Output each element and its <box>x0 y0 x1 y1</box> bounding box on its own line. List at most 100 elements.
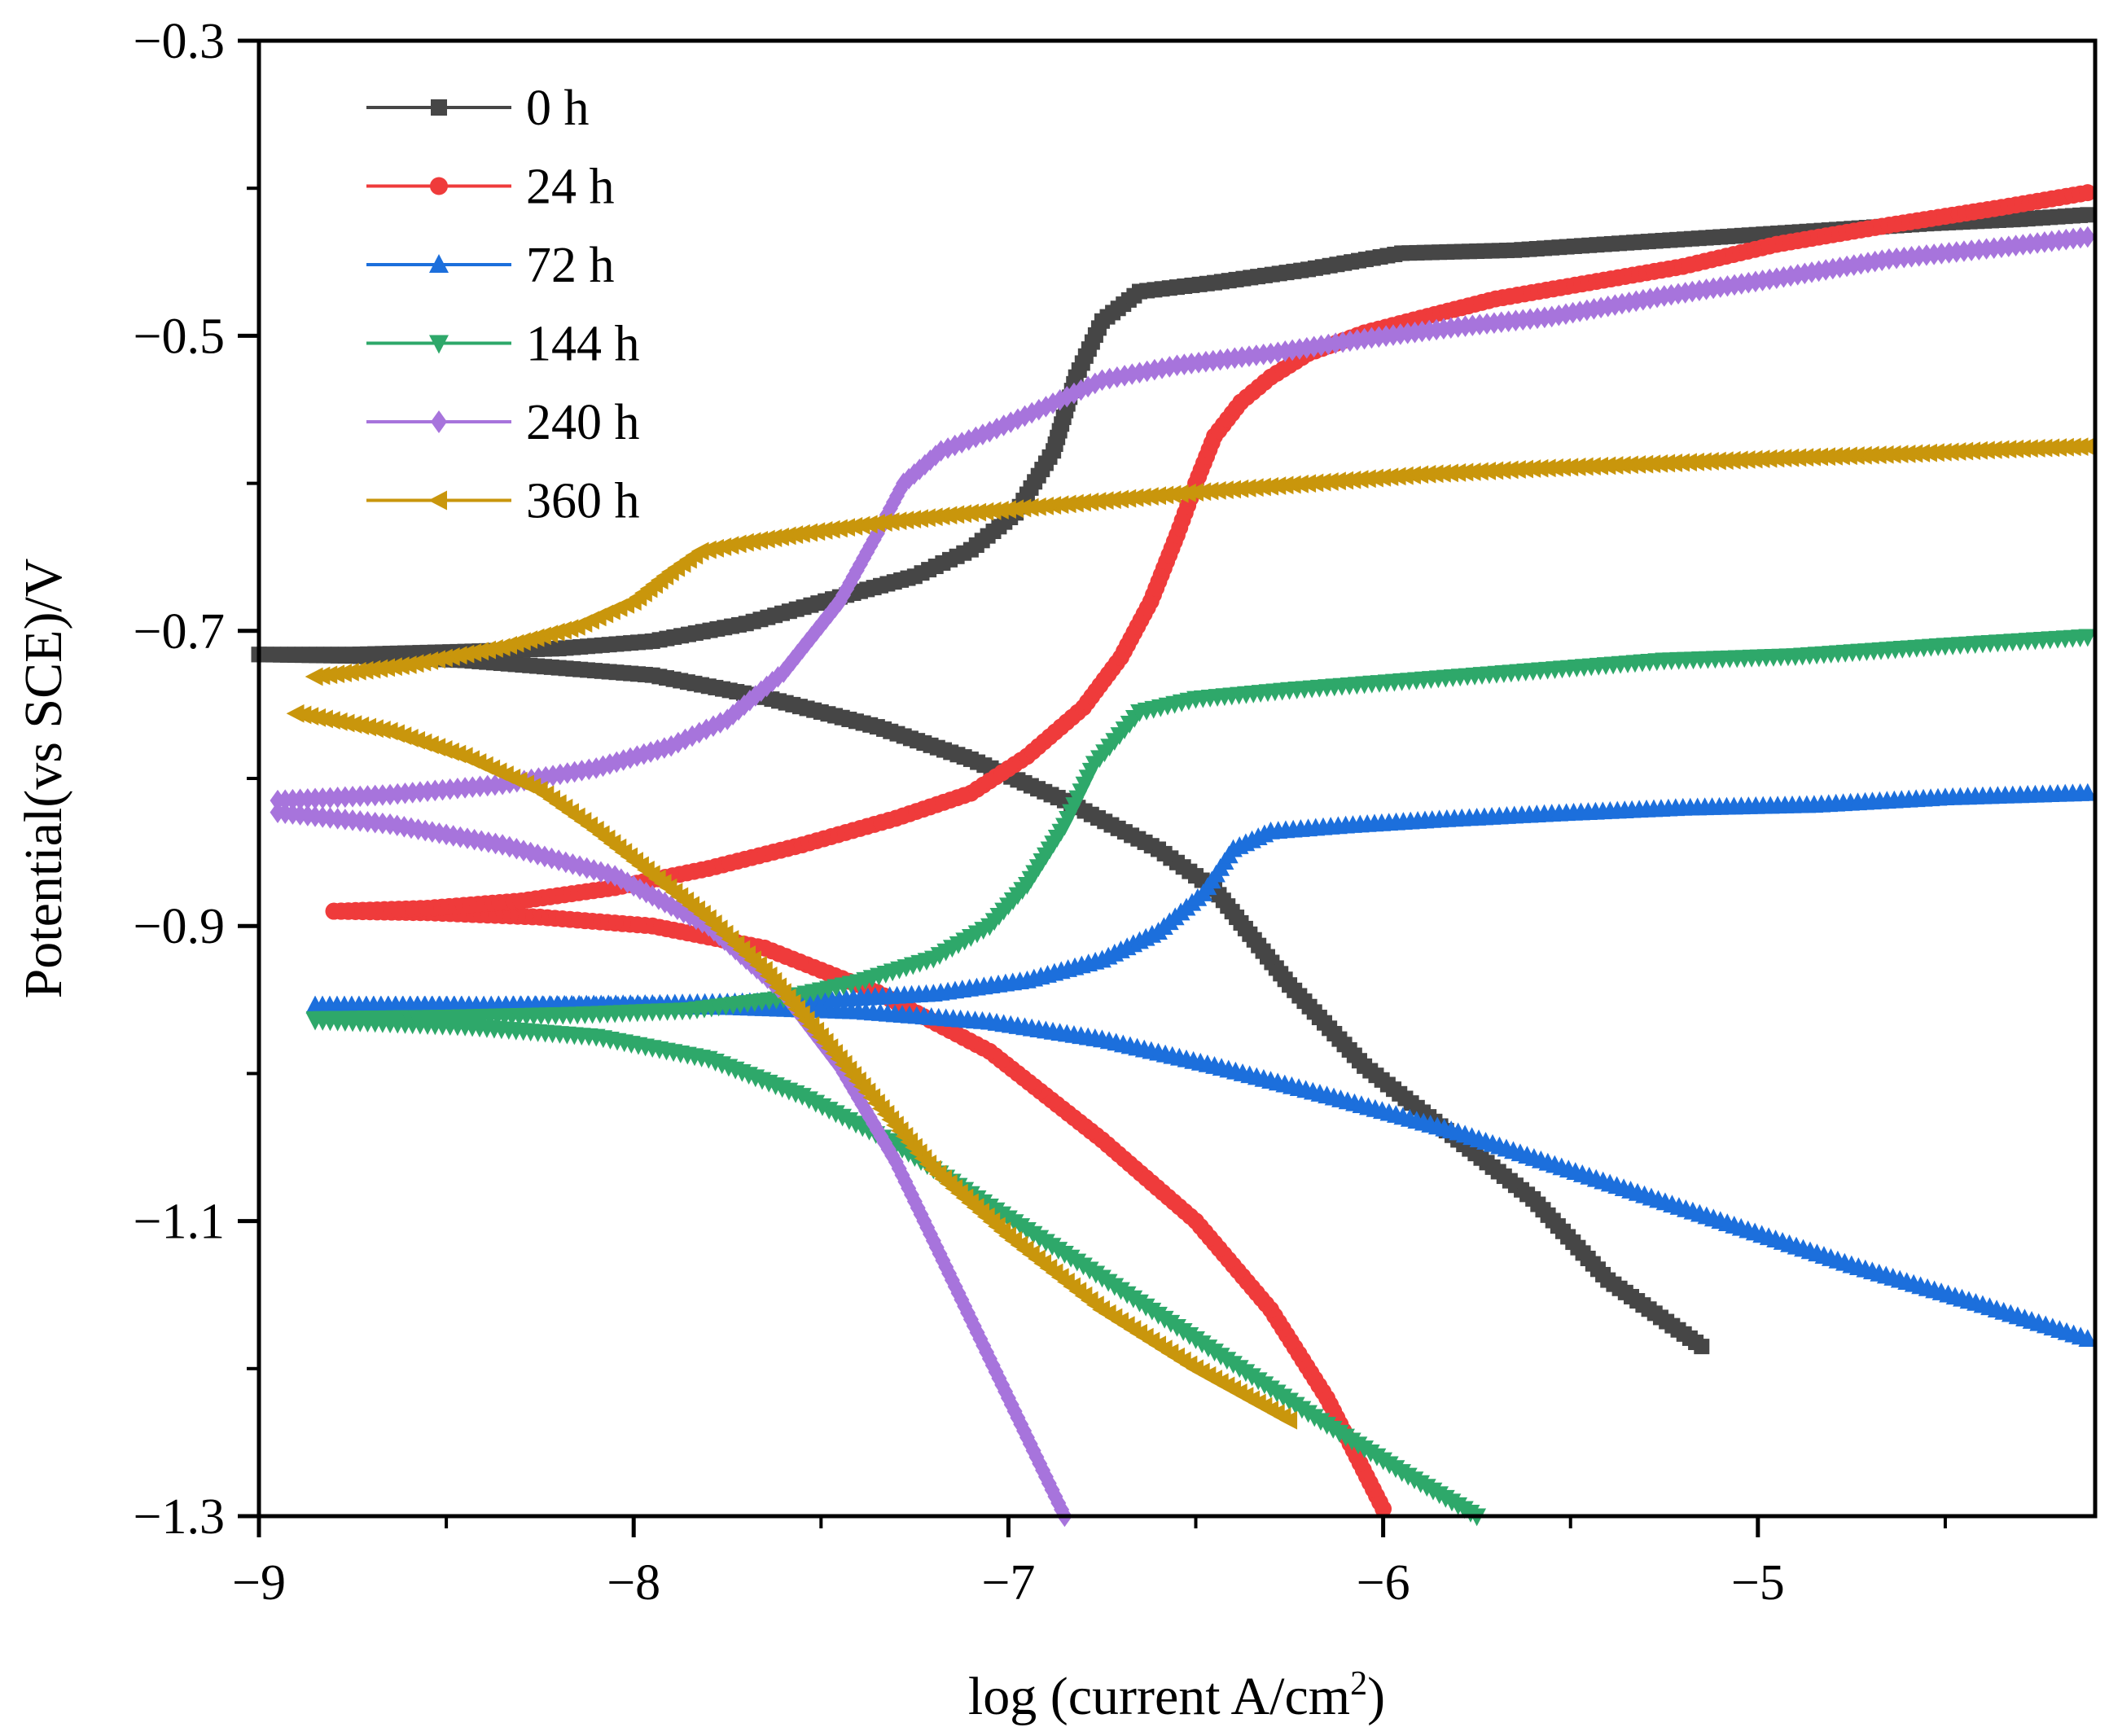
x-tick-label: −5 <box>1731 1555 1785 1611</box>
data-point <box>1782 265 1799 287</box>
data-point <box>292 804 309 826</box>
y-tick-label: −1.1 <box>134 1195 225 1250</box>
data-point <box>327 664 345 684</box>
data-point <box>1363 327 1379 349</box>
data-point <box>730 699 747 721</box>
data-point <box>595 755 612 778</box>
data-point <box>862 535 879 557</box>
data-point <box>1154 357 1170 379</box>
data-point <box>813 614 829 636</box>
data-point <box>480 774 496 797</box>
data-point <box>1464 314 1480 336</box>
data-point <box>636 743 652 765</box>
y-tick-label: −0.5 <box>134 309 225 364</box>
data-point <box>1342 330 1358 353</box>
data-point <box>852 515 870 535</box>
data-point <box>1642 287 1659 309</box>
legend-marker <box>430 177 448 195</box>
data-point <box>488 832 504 855</box>
data-point <box>456 644 475 664</box>
data-point <box>764 670 780 693</box>
data-point <box>545 765 561 787</box>
data-point <box>1593 296 1609 319</box>
data-point <box>1219 348 1235 370</box>
data-point <box>396 816 412 838</box>
series-layer <box>251 184 2098 1528</box>
data-point <box>352 810 368 832</box>
y-tick-label: −1.3 <box>134 1489 225 1545</box>
legend-item-240-h: 240 h <box>366 395 640 450</box>
legend-item-360-h: 360 h <box>366 474 640 529</box>
data-point <box>1684 280 1700 303</box>
data-point <box>406 654 424 673</box>
data-point <box>2080 226 2096 248</box>
legend-item-144-h: 144 h <box>366 317 640 372</box>
data-point <box>1327 332 1344 354</box>
data-point <box>340 662 359 682</box>
axis-layer: −9 −8 −7 −6 −5 −0.3 −0.5 −0.7 −0.9 −1.1 −1.3 <box>134 14 1947 1611</box>
data-point <box>848 559 865 581</box>
data-point <box>305 667 323 686</box>
data-point <box>807 522 826 541</box>
data-point <box>1131 362 1147 384</box>
data-point <box>1226 347 1243 370</box>
data-point <box>1635 288 1651 311</box>
data-point <box>859 515 878 534</box>
data-point <box>837 518 856 537</box>
data-point <box>1874 249 1890 271</box>
x-tick-label: −9 <box>232 1555 286 1611</box>
data-point <box>1600 295 1616 318</box>
data-point <box>362 660 381 679</box>
legend-item-0-h: 0 h <box>366 81 590 136</box>
data-point <box>1579 299 1595 322</box>
y-axis-title: Potential(vs SCE)/V <box>14 559 73 999</box>
data-point <box>1507 309 1524 332</box>
data-point <box>472 775 489 798</box>
x-tick-label: −7 <box>981 1555 1035 1611</box>
x-axis-title: log (current A/cm2) <box>968 1665 1385 1726</box>
data-point <box>771 527 789 546</box>
data-point <box>1407 321 1423 344</box>
data-point <box>420 651 439 670</box>
data-point <box>922 449 938 471</box>
data-point <box>2008 235 2024 256</box>
data-point <box>698 540 717 559</box>
series-line-cathodic <box>296 712 1291 1422</box>
data-point <box>1705 277 1721 300</box>
data-point <box>1846 254 1862 276</box>
data-point <box>1493 311 1510 333</box>
data-point <box>322 807 338 829</box>
legend-item-72-h: 72 h <box>366 238 615 293</box>
data-point <box>370 659 388 678</box>
x-axis-title-sup: 2 <box>1350 1665 1367 1703</box>
data-point <box>842 572 858 594</box>
data-point <box>1656 285 1673 307</box>
data-point <box>359 785 375 807</box>
data-point <box>1663 283 1679 306</box>
data-point <box>735 533 754 552</box>
data-point <box>581 758 597 781</box>
data-point <box>2072 226 2089 249</box>
series-240-h <box>270 226 2096 1528</box>
data-point <box>573 760 590 782</box>
data-point <box>790 643 806 666</box>
data-point <box>885 491 901 514</box>
data-point <box>1621 292 1638 313</box>
data-point <box>835 584 851 607</box>
data-point <box>355 660 374 680</box>
data-point <box>869 522 885 545</box>
data-point <box>1450 316 1467 338</box>
data-point <box>2044 230 2060 252</box>
data-point <box>1614 292 1630 315</box>
series-360-h <box>286 436 2096 1430</box>
data-point <box>856 547 872 569</box>
data-point <box>742 690 758 712</box>
data-point <box>750 530 769 550</box>
data-point <box>791 524 810 543</box>
data-point <box>901 467 917 490</box>
data-point <box>2080 207 2096 223</box>
x-tick-label: −6 <box>1357 1555 1410 1611</box>
data-point <box>1183 353 1199 375</box>
